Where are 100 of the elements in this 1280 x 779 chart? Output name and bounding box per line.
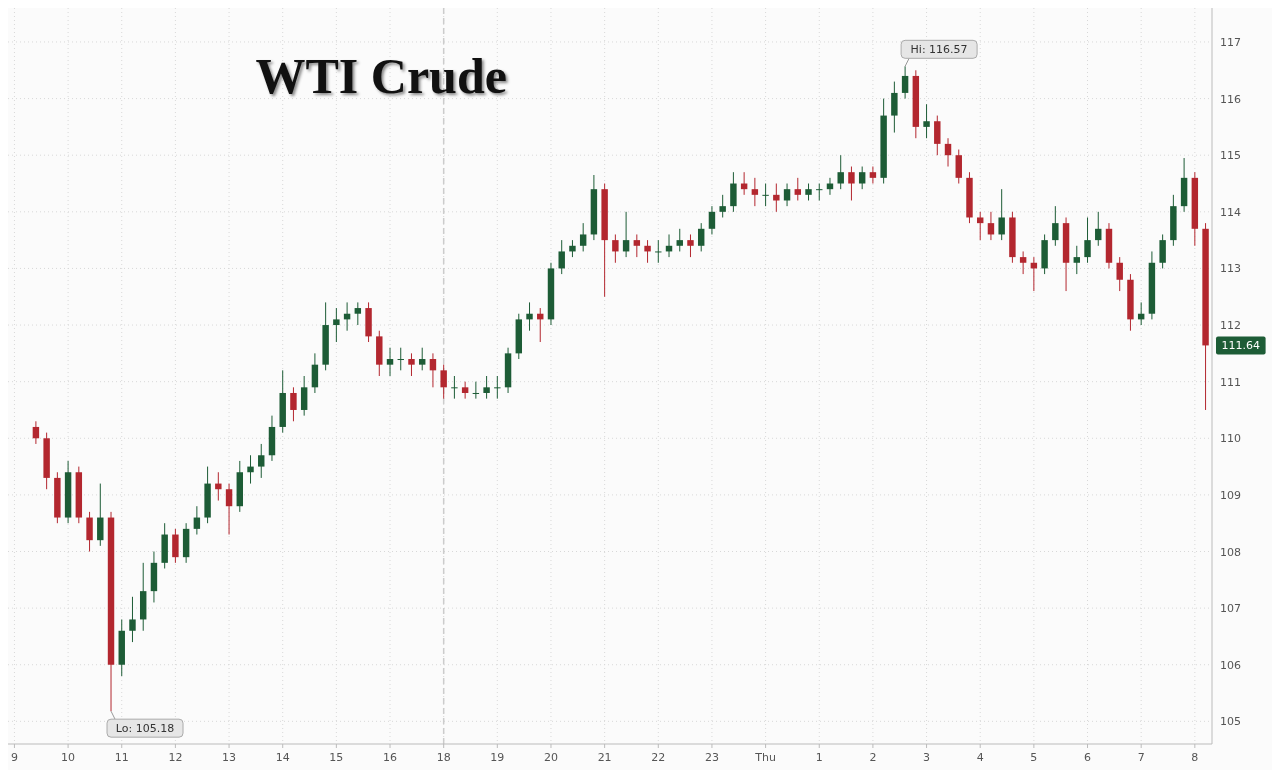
candlestick — [837, 154, 844, 190]
candlestick — [579, 222, 587, 252]
x-tick-label: 8 — [1191, 751, 1199, 764]
x-tick-label: 22 — [651, 751, 666, 764]
text: WTI Crude — [255, 48, 507, 104]
candlestick — [955, 149, 962, 185]
candlestick — [472, 381, 480, 400]
x-tick-label: 9 — [10, 751, 18, 764]
candlestick — [848, 166, 855, 201]
candlestick — [633, 233, 641, 258]
candlestick — [676, 228, 683, 252]
candlestick — [730, 171, 737, 213]
candlestick — [193, 505, 201, 536]
candlestick — [697, 222, 705, 252]
candlestick — [483, 375, 490, 400]
candlestick — [869, 166, 877, 185]
x-tick-label: 3 — [923, 751, 931, 764]
candlestick — [300, 375, 308, 417]
x-tick-label: 15 — [329, 751, 344, 764]
candlestick — [891, 81, 898, 134]
y-tick-label: 109 — [1220, 488, 1241, 502]
candlestick — [622, 211, 630, 258]
y-tick-label: 108 — [1220, 545, 1241, 559]
candlestick — [225, 483, 233, 536]
x-tick-label: 7 — [1137, 751, 1145, 764]
candlestick — [172, 528, 179, 564]
candlestick — [397, 347, 404, 371]
y-tick-label: 105 — [1220, 715, 1241, 729]
x-tick-label: 6 — [1084, 751, 1092, 764]
candlestick — [934, 115, 941, 156]
y-tick-label: 112 — [1220, 319, 1241, 333]
candlestick — [247, 454, 254, 485]
candlestick — [494, 375, 501, 400]
candlestick — [215, 471, 222, 502]
candlestick — [451, 375, 458, 400]
y-tick-label: 116 — [1220, 92, 1241, 106]
candlestick — [655, 239, 662, 264]
candlestick — [644, 239, 651, 264]
x-tick-label: 2 — [869, 751, 877, 764]
candlestick — [97, 483, 104, 547]
candlestick — [977, 211, 984, 241]
candlestick — [773, 183, 780, 213]
y-tick-label: 114 — [1220, 205, 1241, 219]
candlestick — [901, 65, 909, 100]
candlestick — [461, 381, 469, 400]
candlestick — [987, 211, 995, 241]
candlestick — [311, 352, 319, 394]
candlestick — [944, 137, 952, 168]
candlestick — [1159, 233, 1166, 269]
candlestick — [258, 443, 265, 479]
text: 111.64 — [1221, 339, 1261, 353]
y-tick-label: 111 — [1220, 375, 1241, 389]
candlestick — [751, 177, 759, 207]
candlestick — [1073, 245, 1081, 275]
y-tick-label: 115 — [1220, 149, 1241, 163]
candlestick — [526, 301, 533, 332]
candlestick — [612, 233, 619, 264]
annotation: Lo: 105.18 — [115, 722, 175, 736]
candlestick — [129, 596, 136, 643]
candlestick — [794, 177, 802, 201]
candlestick — [1084, 216, 1091, 264]
x-tick-label: 23 — [704, 751, 719, 764]
x-tick-label: 18 — [436, 751, 451, 764]
y-tick-label: 117 — [1220, 35, 1241, 49]
y-tick-label: 113 — [1220, 262, 1241, 276]
x-tick-label: 4 — [976, 751, 984, 764]
x-tick-label: 20 — [543, 751, 558, 764]
candlestick — [32, 420, 40, 445]
candlestick — [429, 352, 437, 388]
candlestick — [1052, 205, 1059, 247]
candlestick — [440, 364, 447, 400]
candlestick — [1095, 211, 1102, 247]
x-tick-label: 1 — [815, 751, 823, 764]
x-tick-label: 13 — [222, 751, 237, 764]
x-tick-label: Thu — [754, 751, 776, 764]
x-tick-label: 10 — [61, 751, 76, 764]
candlestick — [708, 205, 716, 235]
candlestick — [290, 386, 297, 422]
candlestick — [762, 183, 769, 207]
candlestick — [923, 103, 930, 139]
candlestick — [1116, 256, 1123, 292]
candlestick — [558, 239, 565, 275]
candlestick — [333, 307, 340, 343]
x-tick-label: 19 — [490, 751, 505, 764]
annotation: Hi: 116.57 — [910, 43, 968, 57]
y-tick-label: 110 — [1220, 432, 1241, 446]
y-tick-label: 107 — [1220, 602, 1241, 616]
candlestick — [386, 347, 394, 377]
candlestick — [687, 233, 694, 258]
candlestick — [783, 183, 791, 207]
x-tick-label: 16 — [383, 751, 398, 764]
candlestick — [354, 301, 362, 326]
candlestick — [86, 511, 93, 553]
candlestick — [1019, 250, 1027, 275]
candlestick — [418, 347, 426, 371]
x-tick-label: 14 — [275, 751, 290, 764]
x-tick-label: 5 — [1030, 751, 1038, 764]
candlestick — [998, 188, 1005, 241]
candlestick — [408, 352, 415, 377]
candlestick — [719, 194, 726, 218]
